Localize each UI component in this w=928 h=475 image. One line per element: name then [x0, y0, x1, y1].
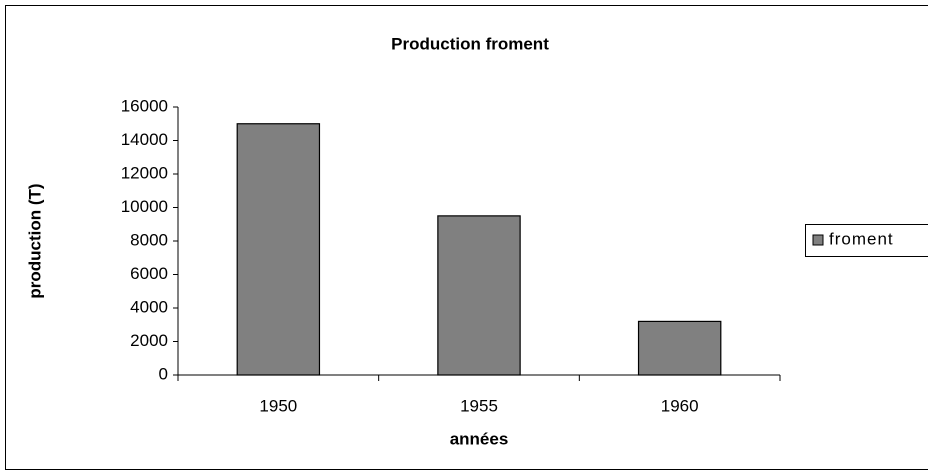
- legend-swatch: [812, 234, 824, 246]
- y-tick-label: 10000: [121, 197, 168, 216]
- y-tick-label: 0: [159, 364, 168, 383]
- bar: [437, 215, 521, 376]
- y-axis-label: production (T): [25, 183, 44, 298]
- y-tick-label: 8000: [130, 230, 168, 249]
- y-tick-label: 4000: [130, 297, 168, 316]
- y-tick-label: 6000: [130, 264, 168, 283]
- legend-box: [805, 224, 928, 257]
- x-tick-label: 1950: [259, 396, 297, 415]
- chart-title: Production froment: [391, 34, 549, 53]
- bar: [637, 320, 722, 376]
- x-tick-label: 1955: [460, 396, 498, 415]
- y-tick-label: 12000: [121, 163, 168, 182]
- x-tick-label: 1960: [661, 396, 699, 415]
- bar: [236, 123, 321, 376]
- y-tick-label: 14000: [121, 130, 168, 149]
- y-tick-label: 2000: [130, 331, 168, 350]
- x-axis-label: années: [450, 429, 509, 448]
- y-tick-label: 16000: [121, 96, 168, 115]
- legend-label: froment: [829, 229, 894, 248]
